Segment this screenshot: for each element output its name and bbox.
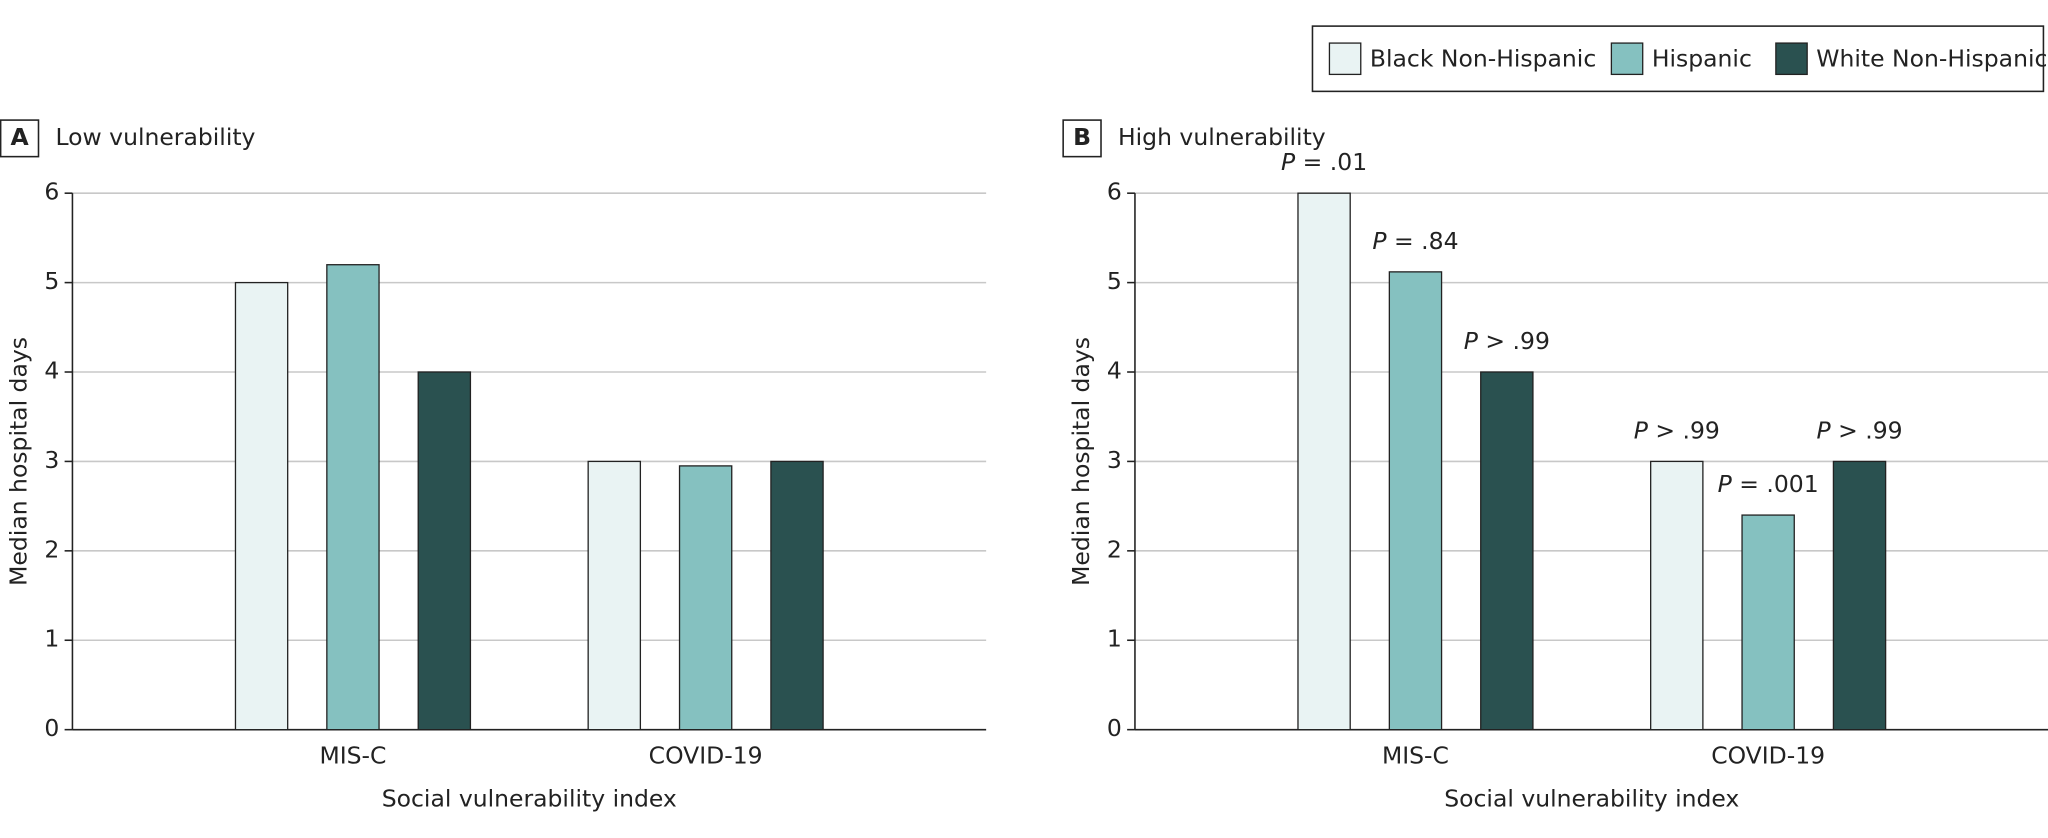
y-tick-label: 4 (44, 357, 59, 385)
bar (1480, 371, 1534, 731)
panel-box (1062, 119, 1102, 158)
p-value-label: P = .01 (1281, 148, 1367, 176)
y-tick-label: 1 (44, 625, 59, 653)
legend-box (1311, 25, 2045, 93)
y-tick-label: 6 (1107, 178, 1122, 206)
y-axis-title: Median hospital days (1067, 337, 1095, 586)
y-tick-label: 5 (1107, 267, 1122, 295)
panel-title: High vulnerability (1118, 123, 1326, 151)
x-axis-title: Social vulnerability index (382, 785, 677, 813)
p-value-label: P > .99 (1816, 416, 1902, 444)
bar (326, 264, 380, 731)
legend-label: White Non-Hispanic (1816, 45, 2047, 73)
y-tick-label: 3 (44, 446, 59, 474)
y-tick-label: 2 (44, 535, 59, 563)
p-value-label: P = .001 (1718, 470, 1819, 498)
y-axis-title: Median hospital days (5, 337, 33, 586)
bar (1388, 271, 1443, 731)
legend-swatch (1775, 42, 1808, 76)
bar (417, 371, 472, 731)
x-axis-title: Social vulnerability index (1444, 785, 1739, 813)
bar (1297, 192, 1351, 731)
x-tick-label: MIS-C (1382, 742, 1449, 770)
bar (770, 460, 824, 731)
y-tick-label: 1 (1107, 625, 1122, 653)
bar (234, 281, 289, 731)
y-tick-label: 0 (44, 714, 59, 742)
bar (1650, 460, 1704, 731)
y-tick-label: 6 (44, 178, 59, 206)
panel-label: B (1073, 123, 1091, 151)
bar (678, 465, 733, 731)
bar (1832, 460, 1887, 731)
y-tick-label: 0 (1107, 714, 1122, 742)
x-tick-label: MIS-C (319, 742, 386, 770)
legend-label: Black Non-Hispanic (1370, 45, 1596, 73)
panel-label: A (10, 123, 29, 151)
y-tick-label: 4 (1107, 357, 1122, 385)
x-tick-label: COVID-19 (1711, 742, 1825, 770)
x-tick-label: COVID-19 (649, 742, 763, 770)
bar (1741, 514, 1795, 731)
y-tick-label: 3 (1107, 446, 1122, 474)
panel-box (0, 119, 40, 158)
y-tick-label: 5 (44, 267, 59, 295)
p-value-label: P > .99 (1464, 326, 1550, 354)
legend-swatch (1610, 42, 1644, 76)
y-tick-label: 2 (1107, 535, 1122, 563)
panel-title: Low vulnerability (55, 123, 255, 151)
legend-label: Hispanic (1652, 45, 1752, 73)
bar (587, 460, 642, 731)
p-value-label: P > .99 (1634, 416, 1720, 444)
p-value-label: P = .84 (1372, 226, 1458, 254)
legend-swatch (1328, 42, 1362, 76)
